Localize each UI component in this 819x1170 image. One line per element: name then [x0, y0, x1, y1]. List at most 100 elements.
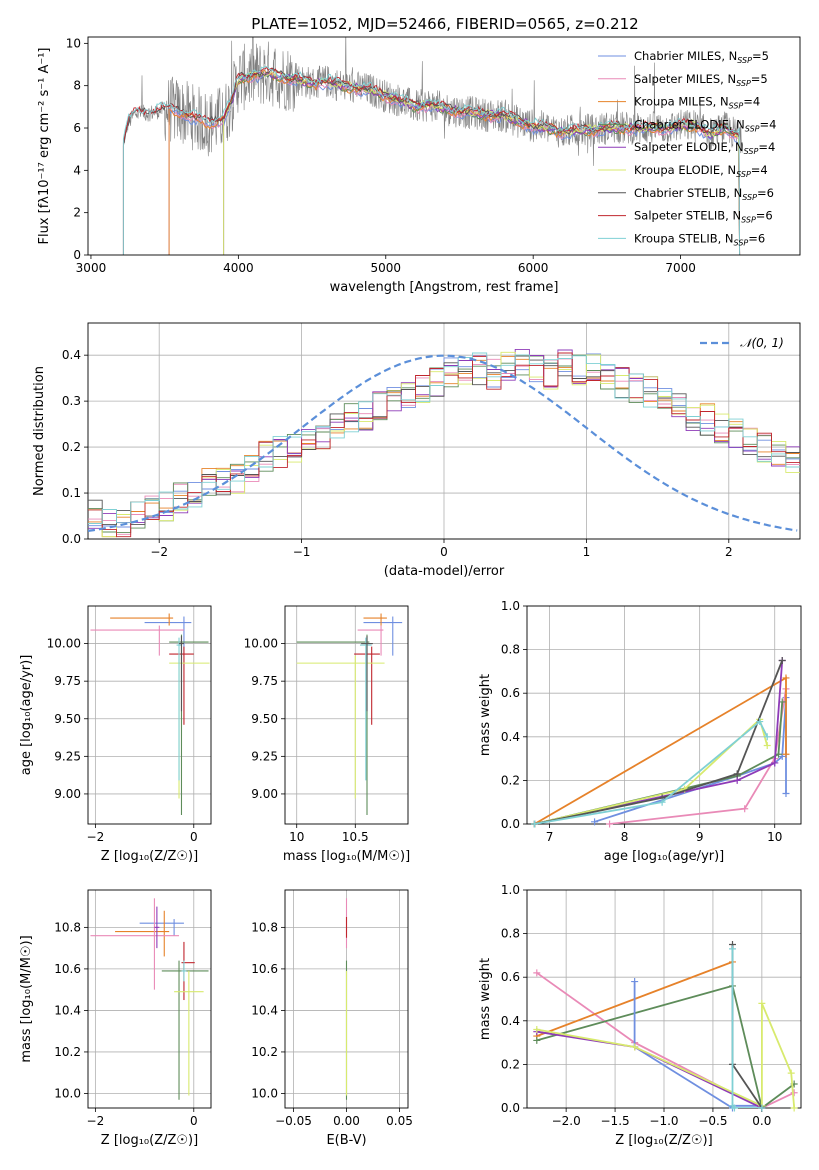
- massweight_vs_Z-ytick-label: 0.4: [501, 1014, 520, 1028]
- massweight_vs_Z-point-marker: [533, 1026, 541, 1034]
- age_vs_mass-frame: [284, 605, 409, 825]
- massweight_vs_age-point-marker: [733, 776, 741, 784]
- massweight_vs_age-ytick-label: 0.6: [501, 686, 520, 700]
- age_vs_mass-errorbar: [363, 613, 387, 626]
- mass_vs_EBV-ytick-label: 10.8: [251, 920, 278, 934]
- mass_vs_EBV-ytick-label: 10.6: [251, 962, 278, 976]
- spectrum-frame: [87, 36, 801, 256]
- age_vs_mass-axes: 10 10.5 9.00 9.25 9.50 9.75 10.00 mass [log₁₀(M…: [244, 605, 410, 864]
- massweight_vs_age-point-marker: [771, 759, 779, 767]
- legend-entry: Salpeter ELODIE, NSSP=4: [634, 140, 775, 156]
- massweight_vs_age-axes: 7 8 9 10 0.0 0.2 0.4 0.6 0.8 1.0 age [log₁₀(age/yr…: [478, 599, 802, 864]
- massweight_vs_Z-point-marker: [533, 969, 541, 977]
- residuals-axes: −2 −1 0 1 2 0.0 0.1 0.2 0.3 0.4 (data-model)/error…: [32, 322, 801, 579]
- age_vs_Z-errorbar: [176, 637, 182, 781]
- mass_vs_Z-xlabel: Z [log₁₀(Z/Z☉)]: [101, 1133, 198, 1148]
- figure-title: PLATE=1052, MJD=52466, FIBERID=0565, z=0…: [251, 15, 638, 33]
- age_vs_Z-ytick-label: 9.75: [54, 674, 81, 688]
- massweight_vs_Z-series-line: [731, 944, 763, 1108]
- massweight_vs_Z-point-marker: [631, 1043, 639, 1051]
- massweight_vs_Z-point-marker: [758, 1104, 766, 1112]
- massweight_vs_Z-series-line: [633, 981, 762, 1108]
- mass_vs_EBV-ytick-label: 10.0: [251, 1086, 278, 1100]
- mass_vs_Z-ytick-label: 10.0: [54, 1086, 81, 1100]
- spectrum-ytick-label: 10: [66, 36, 81, 50]
- mass_vs_EBV-ytick-label: 10.4: [251, 1003, 278, 1017]
- residuals-xtick-label: −1: [293, 545, 311, 559]
- legend-entry: Kroupa MILES, NSSP=4: [634, 95, 760, 111]
- massweight_vs_age-ytick-label: 0.8: [501, 643, 520, 657]
- massweight_vs_age-series-line: [534, 720, 769, 824]
- massweight_vs_age-point-marker: [782, 789, 790, 797]
- massweight_vs_Z-point-marker: [787, 1069, 795, 1077]
- mass_vs_Z-errorbar: [181, 960, 187, 982]
- mass_vs_EBV-xlabel: E(B-V): [326, 1133, 366, 1148]
- massweight_vs_Z-point-marker: [758, 999, 766, 1007]
- age_vs_Z-frame: [87, 605, 212, 825]
- massweight_vs_age-xtick-label: 8: [621, 830, 629, 844]
- mass_vs_Z-errorbar: [154, 906, 160, 949]
- spectrum-xlabel: wavelength [Angstrom, rest frame]: [330, 280, 559, 295]
- massweight_vs_age-point-marker: [778, 752, 786, 760]
- residuals-ytick-label: 0.1: [62, 486, 81, 500]
- massweight_vs_age-point-marker: [756, 718, 764, 726]
- massweight_vs_Z-frame: [526, 889, 802, 1109]
- massweight_vs_Z-ytick-label: 0.0: [501, 1101, 520, 1115]
- spectrum-xtick-label: 3000: [76, 261, 107, 275]
- mass_vs_Z-ytick-label: 10.6: [54, 962, 81, 976]
- spectrum-ytick-label: 6: [73, 121, 81, 135]
- age_vs_Z-ylabel: age [log₁₀(age/yr)]: [19, 655, 34, 776]
- legend-entry: Chabrier ELODIE, NSSP=4: [634, 117, 776, 133]
- massweight_vs_age-ylabel: mass weight: [478, 674, 493, 756]
- spectrum-ylabel: Flux [fλ10⁻¹⁷ erg cm⁻² s⁻¹ A⁻¹]: [37, 48, 52, 245]
- spectrum-ytick-label: 4: [73, 163, 81, 177]
- age_vs_Z-ytick-label: 10.00: [47, 637, 81, 651]
- massweight_vs_age-series-line: [534, 660, 784, 824]
- residuals-xtick-label: 1: [583, 545, 591, 559]
- massweight_vs_age-ytick-label: 0.4: [501, 730, 520, 744]
- spectrum-axes: 3000 4000 5000 6000 7000 0 2 4 6 8 10 wavelength [A…: [37, 36, 801, 295]
- spectrum-series-line: [223, 72, 741, 255]
- mass_vs_Z-ytick-label: 10.2: [54, 1045, 81, 1059]
- mass_vs_Z-ytick-label: 10.4: [54, 1003, 81, 1017]
- massweight_vs_age-point-marker: [733, 770, 741, 778]
- age_vs_mass-ytick-label: 9.00: [251, 787, 278, 801]
- massweight_vs_Z-xlabel: Z [log₁₀(Z/Z☉)]: [615, 1133, 712, 1148]
- legend-entry: Kroupa STELIB, NSSP=6: [634, 231, 765, 247]
- age_vs_Z-errorbar: [169, 634, 209, 815]
- mass_vs_EBV-xtick-label: 0.00: [333, 1114, 360, 1128]
- age_vs_Z-xtick-label: −2: [87, 830, 105, 844]
- massweight_vs_age-point-marker: [782, 750, 790, 758]
- massweight_vs_age-point-marker: [778, 657, 786, 664]
- massweight_vs_Z-point-marker: [790, 1089, 798, 1097]
- massweight_vs_Z-ytick-label: 0.8: [501, 927, 520, 941]
- age_vs_mass-ytick-label: 10.00: [244, 637, 278, 651]
- massweight_vs_Z-series-line: [536, 1030, 763, 1108]
- age_vs_mass-xlabel: mass [log₁₀(M/M☉)]: [283, 849, 410, 864]
- massweight_vs_Z-series-line: [731, 948, 762, 1108]
- residuals-ytick-label: 0.4: [62, 348, 81, 362]
- spectrum-xtick-label: 7000: [665, 261, 696, 275]
- massweight_vs_age-ytick-label: 0.0: [501, 817, 520, 831]
- legend-entry: Salpeter MILES, NSSP=5: [634, 72, 768, 88]
- residuals-xtick-label: −2: [150, 545, 168, 559]
- residuals-xlabel: (data-model)/error: [384, 564, 505, 579]
- mass_vs_Z-errorbar: [161, 960, 209, 1100]
- mass_vs_EBV-frame: [284, 889, 409, 1109]
- age_vs_Z-ytick-label: 9.00: [54, 787, 81, 801]
- age_vs_mass-errorbar: [361, 636, 373, 712]
- legend-entry: 𝒩(0, 1): [740, 336, 784, 350]
- massweight_vs_age-xtick-label: 10: [767, 830, 782, 844]
- massweight_vs_age-series-line: [534, 660, 784, 824]
- spectrum-legend: Chabrier MILES, NSSP=5 Salpeter MILES, NS…: [598, 49, 776, 247]
- residual-histogram: [88, 352, 800, 524]
- legend-entry: Chabrier MILES, NSSP=5: [634, 49, 769, 65]
- massweight_vs_age-xtick-label: 7: [546, 830, 554, 844]
- massweight_vs_age-ytick-label: 0.2: [501, 773, 520, 787]
- massweight_vs_age-point-marker: [531, 820, 539, 828]
- residuals-ytick-label: 0.0: [62, 532, 81, 546]
- massweight_vs_Z-axes: −2.0 −1.5 −1.0 −0.5 0.0 0.0 0.2 0.4 0.6 0.8 1.0 Z […: [478, 883, 802, 1148]
- massweight_vs_age-point-marker: [591, 818, 599, 826]
- normal-curve: [88, 354, 798, 532]
